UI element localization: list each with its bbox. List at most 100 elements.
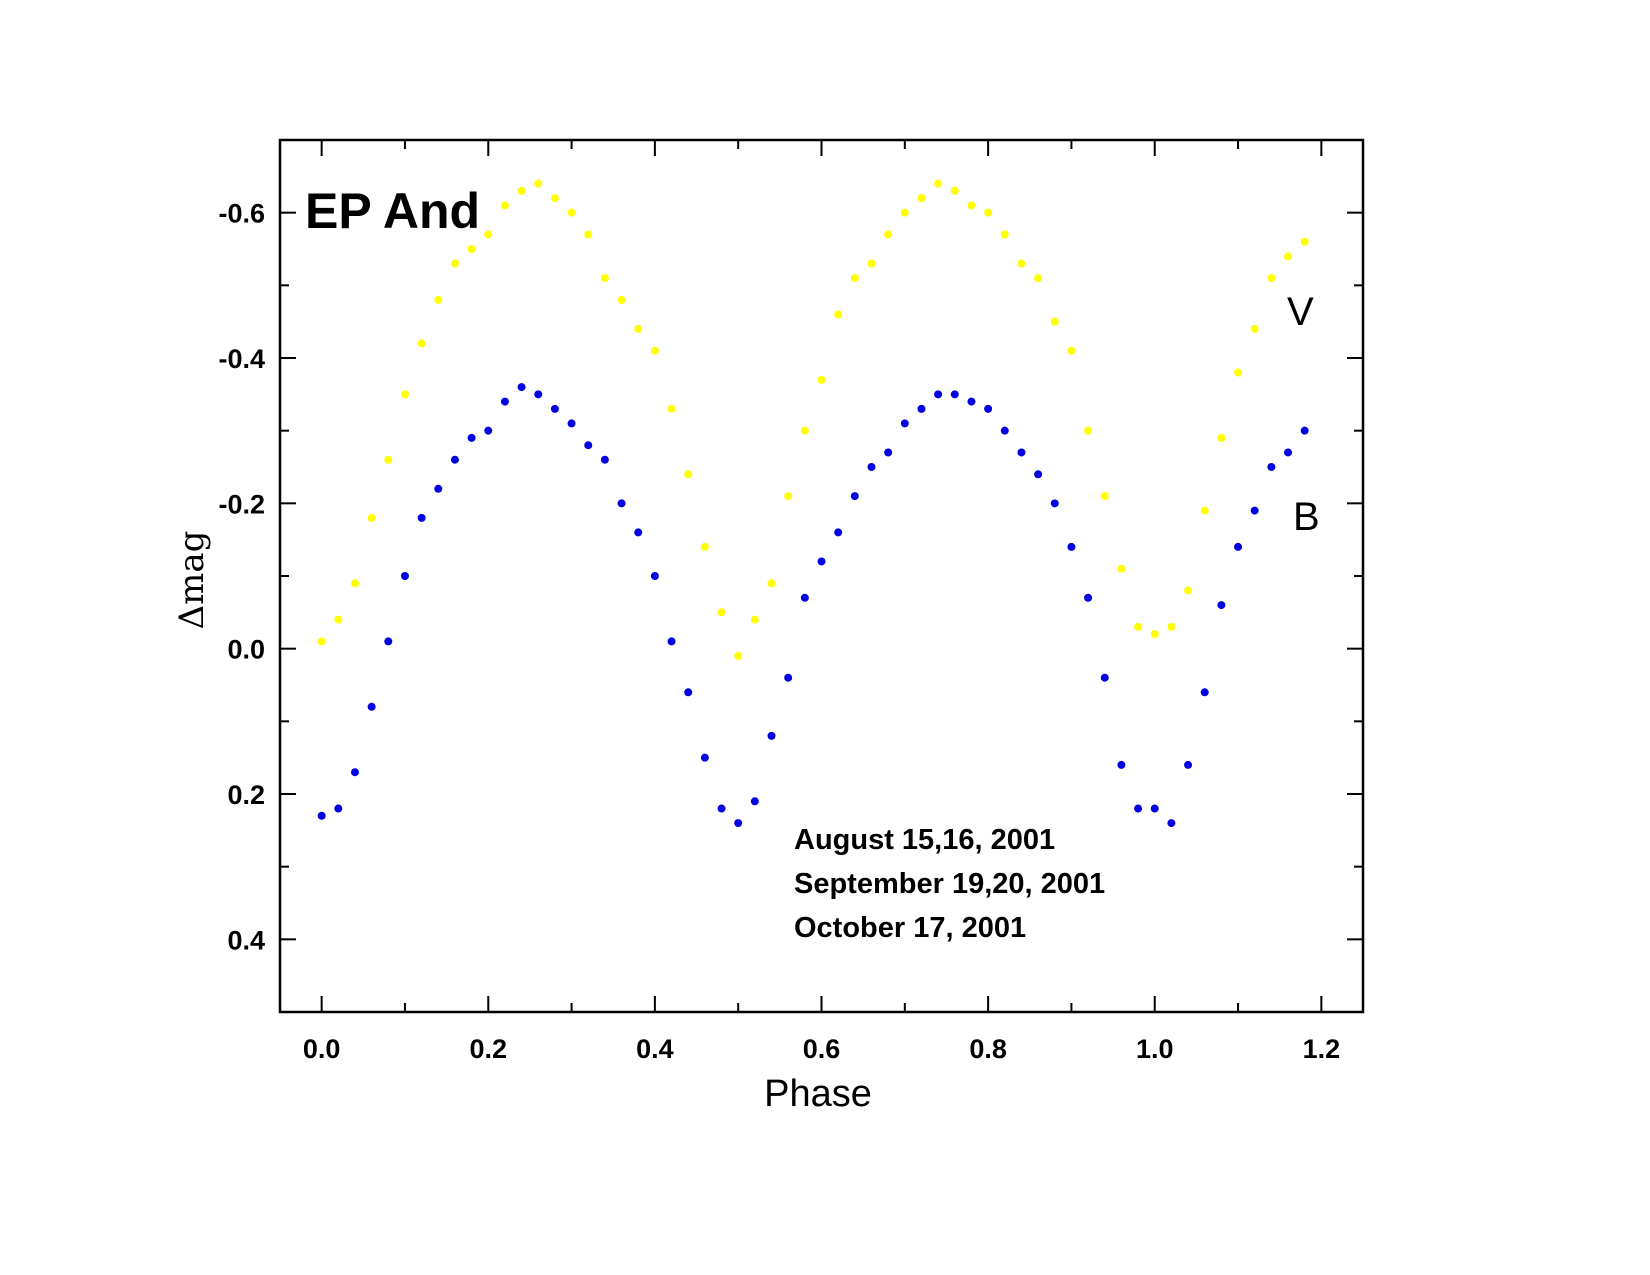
data-point-b (484, 426, 493, 435)
data-point-b (1150, 804, 1159, 813)
data-point-b (967, 397, 976, 406)
x-tick-label: 1.2 (1303, 1034, 1341, 1064)
data-point-v (834, 310, 843, 319)
x-tick-label: 0.0 (303, 1034, 341, 1064)
data-point-v (1067, 346, 1076, 355)
data-point-v (400, 390, 409, 399)
data-point-b (1284, 448, 1293, 457)
data-point-v (350, 579, 359, 588)
data-point-b (450, 455, 459, 464)
data-point-b (834, 528, 843, 537)
data-point-b (467, 433, 476, 442)
data-point-b (1300, 426, 1309, 435)
data-point-b (1084, 593, 1093, 602)
data-point-v (1000, 230, 1009, 239)
data-point-v (850, 274, 859, 283)
axis-ticks (280, 140, 1363, 1012)
data-point-b (1034, 470, 1043, 479)
data-point-b (700, 753, 709, 762)
data-point-v (917, 194, 926, 203)
data-point-b (334, 804, 343, 813)
data-point-v (1100, 492, 1109, 501)
data-point-v (984, 208, 993, 217)
data-point-v (700, 542, 709, 551)
x-tick-label: 1.0 (1136, 1034, 1174, 1064)
data-point-v (867, 259, 876, 268)
data-point-b (400, 572, 409, 580)
series-v (317, 179, 1309, 660)
x-axis-title: Phase (764, 1073, 872, 1115)
data-point-v (1200, 506, 1209, 515)
data-point-b (417, 513, 426, 522)
data-point-v (734, 651, 743, 660)
data-point-b (734, 819, 743, 828)
series-b (317, 383, 1309, 828)
data-point-v (500, 201, 509, 210)
data-point-b (650, 572, 659, 580)
data-point-v (800, 426, 809, 435)
data-point-b (950, 390, 959, 399)
data-point-b (634, 528, 643, 537)
data-point-v (317, 637, 326, 646)
data-point-b (367, 702, 376, 711)
annotation-date-3: October 17, 2001 (794, 912, 1026, 944)
data-point-b (1167, 819, 1176, 828)
data-point-v (684, 470, 693, 479)
data-point-v (484, 230, 493, 239)
data-point-v (534, 179, 543, 188)
data-point-v (450, 259, 459, 268)
data-point-v (1117, 564, 1126, 573)
data-point-v (1250, 324, 1259, 333)
data-point-v (1167, 622, 1176, 631)
data-point-b (500, 397, 509, 406)
data-point-b (1200, 688, 1209, 697)
data-point-b (1184, 760, 1193, 769)
data-point-b (617, 499, 626, 508)
data-points (317, 179, 1309, 828)
data-point-v (1084, 426, 1093, 435)
data-point-v (934, 179, 943, 188)
data-point-v (1050, 317, 1059, 326)
data-point-b (1000, 426, 1009, 435)
data-point-v (584, 230, 593, 239)
y-tick-label: 0.0 (227, 635, 265, 665)
data-point-v (334, 615, 343, 624)
data-point-v (817, 375, 826, 384)
data-point-b (534, 390, 543, 399)
data-point-b (884, 448, 893, 457)
y-tick-label: 0.2 (227, 780, 265, 810)
annotation-date-2: September 19,20, 2001 (794, 868, 1105, 900)
data-point-v (717, 608, 726, 617)
data-point-b (317, 811, 326, 820)
x-tick-label: 0.4 (636, 1034, 674, 1064)
data-point-v (384, 455, 393, 464)
data-point-v (750, 615, 759, 624)
data-point-v (1034, 274, 1043, 283)
data-point-v (1017, 259, 1026, 268)
data-point-b (350, 768, 359, 777)
data-point-v (517, 186, 526, 195)
data-point-b (1234, 542, 1243, 551)
series-label-b: B (1293, 495, 1320, 539)
data-point-v (950, 186, 959, 195)
data-point-v (1234, 368, 1243, 377)
data-point-v (567, 208, 576, 217)
y-tick-labels: -0.6 -0.4 -0.2 0.0 0.2 0.4 (218, 199, 265, 956)
data-point-v (1150, 630, 1159, 639)
data-point-v (1284, 252, 1293, 261)
data-point-v (417, 339, 426, 348)
data-point-b (434, 484, 443, 493)
data-point-b (517, 383, 526, 392)
x-tick-label: 0.8 (969, 1034, 1007, 1064)
data-point-v (434, 295, 443, 304)
data-point-b (1117, 760, 1126, 769)
data-point-v (1300, 237, 1309, 246)
chart-title: EP And (305, 183, 480, 239)
data-point-b (1067, 542, 1076, 551)
data-point-b (867, 463, 876, 471)
data-point-b (1217, 601, 1226, 610)
y-tick-label: -0.4 (218, 344, 265, 374)
data-point-b (850, 492, 859, 501)
data-point-v (667, 404, 676, 413)
